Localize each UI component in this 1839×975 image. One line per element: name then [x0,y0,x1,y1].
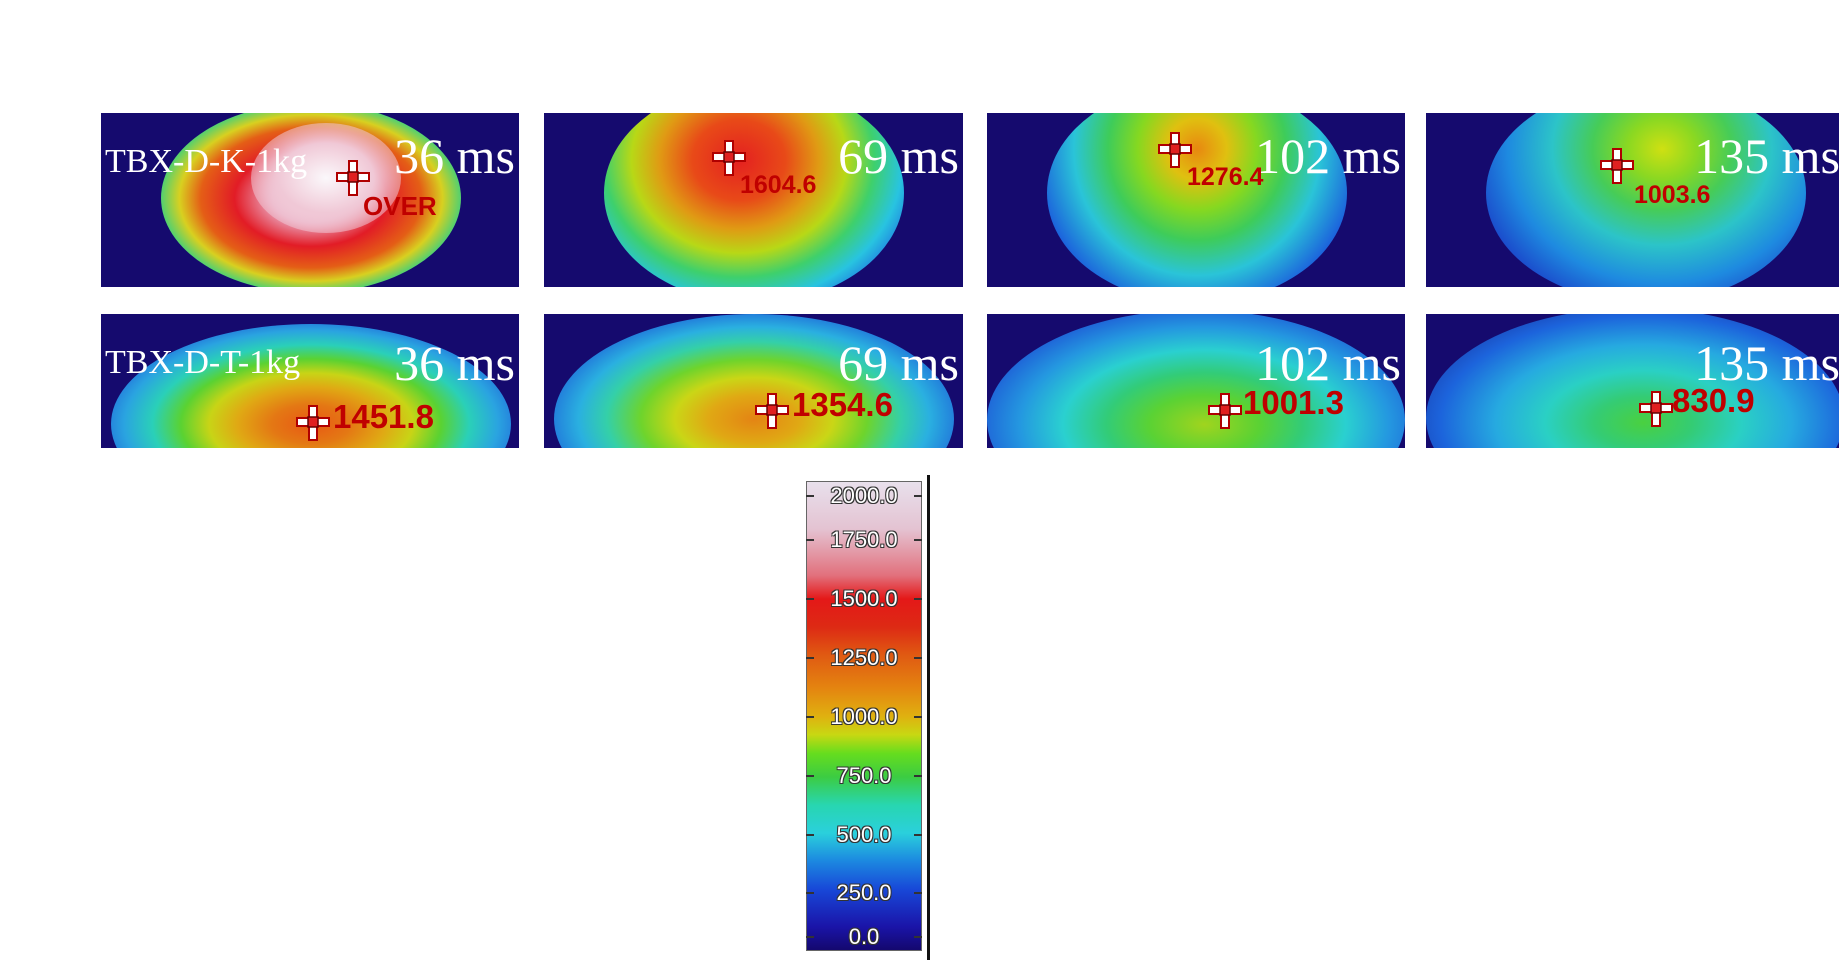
color-scale-tick-label: 500.0 [836,822,892,847]
temperature-reading: 830.9 [1672,382,1755,419]
heat-glow [1426,314,1839,448]
color-scale-tick-label: 0.0 [848,924,880,949]
temperature-reading: 1451.8 [333,398,434,435]
color-scale-tick: 0.0 [806,924,922,949]
time-label: 135 ms [1694,335,1839,391]
heat-glow [1486,113,1806,287]
heat-glow [604,113,904,287]
thermal-frame-k-102ms: 102 ms 1276.4 [987,113,1405,287]
temperature-color-scale [806,481,922,951]
thermal-frame-k-135ms: 135 ms 1003.6 [1426,113,1839,287]
temperature-reading: 1604.6 [740,171,817,199]
color-scale-tick-label: 1250.0 [830,645,898,670]
color-scale-tick-label: 2000.0 [830,483,898,508]
crosshair-icon [333,159,373,199]
time-label: 102 ms [1255,128,1401,184]
color-scale-tick: 250.0 [806,880,922,905]
color-scale-tick-label: 250.0 [836,880,892,905]
color-scale-tick: 1000.0 [806,704,922,729]
color-scale-tick: 1500.0 [806,586,922,611]
time-label: 102 ms [1255,335,1401,391]
over-range-status: OVER [363,191,437,221]
temperature-reading: 1003.6 [1634,181,1711,209]
thermal-frame-k-69ms: 69 ms 1604.6 [544,113,963,287]
color-scale-tick: 750.0 [806,763,922,788]
color-scale-tick-label: 1500.0 [830,586,898,611]
crosshair-icon [1636,390,1676,430]
color-scale-tick-label: 750.0 [836,763,892,788]
heat-glow [251,123,401,233]
temperature-reading: 1001.3 [1243,384,1344,421]
series-label: TBX-D-T-1kg [105,344,301,381]
temperature-reading: 1354.6 [792,386,893,423]
crosshair-icon [1597,147,1637,187]
color-scale-tick-label: 1750.0 [830,527,898,552]
crosshair-icon [1205,392,1245,432]
color-scale-tick: 500.0 [806,822,922,847]
crosshair-icon [709,139,749,179]
temperature-reading: 1276.4 [1187,163,1264,191]
color-scale-tick: 1250.0 [806,645,922,670]
thermal-frame-t-69ms: 69 ms 1354.6 [544,314,963,448]
series-label: TBX-D-K-1kg [105,143,308,180]
thermal-frame-t-135ms: 135 ms 830.9 [1426,314,1839,448]
color-scale-tick-label: 1000.0 [830,704,898,729]
thermal-frame-k-36ms: TBX-D-K-1kg 36 ms OVER [101,113,519,287]
time-label: 36 ms [394,335,515,391]
color-scale-tick: 2000.0 [806,483,922,508]
time-label: 69 ms [838,128,959,184]
color-scale-tick: 1750.0 [806,527,922,552]
crosshair-icon [752,392,792,432]
crosshair-icon [293,404,333,444]
thermal-frame-t-36ms: TBX-D-T-1kg 36 ms 1451.8 [101,314,519,448]
time-label: 135 ms [1694,128,1839,184]
thermal-frame-t-102ms: 102 ms 1001.3 [987,314,1405,448]
color-scale-axis-line [927,475,930,960]
heat-glow [1047,113,1347,287]
time-label: 69 ms [838,335,959,391]
crosshair-icon [1155,131,1195,171]
time-label: 36 ms [394,128,515,184]
